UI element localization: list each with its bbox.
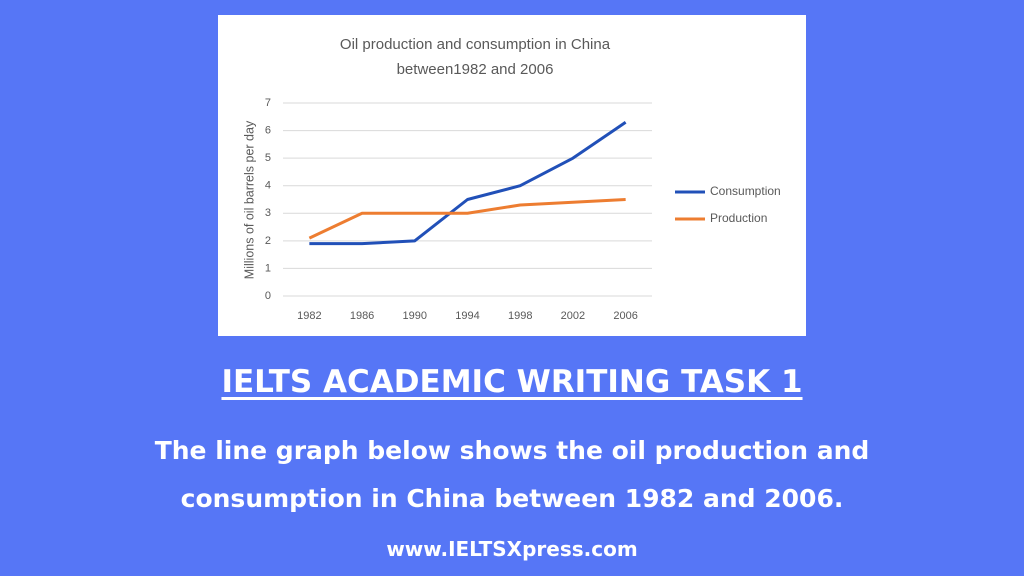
y-tick-label: 3	[265, 207, 271, 219]
x-tick-label: 1994	[455, 310, 479, 322]
y-tick-label: 6	[265, 124, 271, 136]
legend-label: Production	[710, 211, 767, 225]
y-tick-label: 4	[265, 180, 271, 192]
chart: Oil production and consumption in China …	[242, 36, 781, 322]
chart-card: Oil production and consumption in China …	[218, 15, 806, 336]
description-line: consumption in China between 1982 and 20…	[180, 484, 844, 513]
y-tick-label: 1	[265, 262, 271, 274]
y-tick-label: 7	[265, 97, 271, 109]
y-tick-label: 2	[265, 235, 271, 247]
legend-label: Consumption	[710, 184, 781, 198]
x-tick-label: 1986	[350, 310, 374, 322]
x-tick-label: 1998	[508, 310, 532, 322]
description-line: The line graph below shows the oil produ…	[154, 436, 870, 465]
website: www.IELTSXpress.com	[386, 537, 638, 561]
x-tick-label: 2006	[613, 310, 637, 322]
chart-title: Oil production and consumption in China	[340, 36, 611, 53]
x-tick-label: 1990	[403, 310, 427, 322]
heading: IELTS ACADEMIC WRITING TASK 1	[221, 364, 803, 400]
y-axis-label: Millions of oil barrels per day	[242, 120, 256, 279]
chart-title: between1982 and 2006	[397, 61, 554, 78]
y-tick-label: 0	[265, 290, 271, 302]
data-line	[308, 198, 626, 240]
y-tick-label: 5	[265, 152, 271, 164]
data-line	[309, 121, 627, 246]
x-tick-label: 1982	[297, 310, 321, 322]
x-tick-label: 2002	[561, 310, 585, 322]
